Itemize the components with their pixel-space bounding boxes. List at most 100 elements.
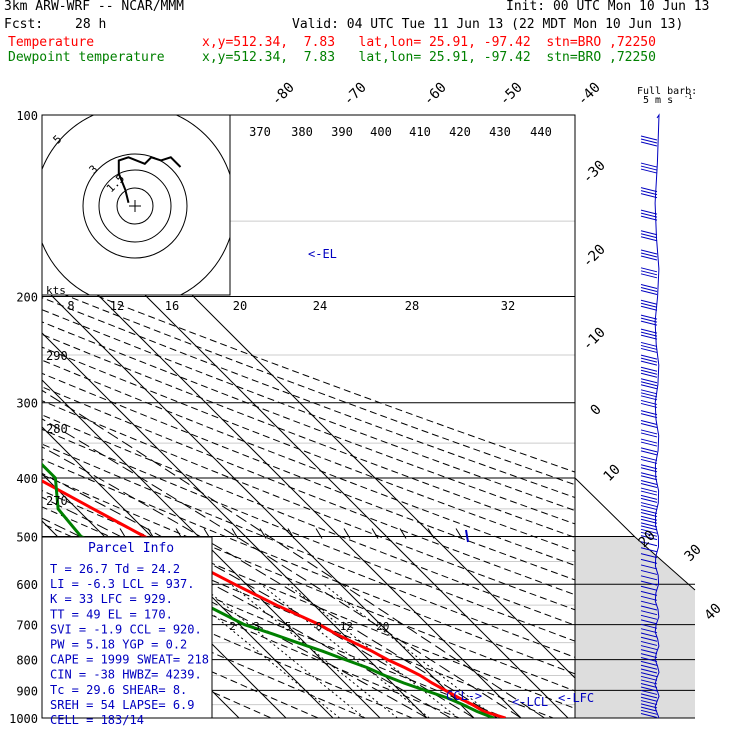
wind-barb: [640, 378, 658, 384]
wind-barb: [640, 369, 658, 375]
dry-adiabat: [42, 321, 575, 525]
wind-barb: [640, 357, 658, 363]
wind-barb: [640, 389, 658, 395]
wind-barb: [640, 360, 658, 366]
mixing-ratio-label: 3: [253, 620, 260, 633]
parcel-info-row: TT = 49 EL = 170.: [50, 607, 173, 621]
pressure-label-1000: 1000: [9, 712, 38, 726]
barb-legend-value: 5 m s: [643, 95, 673, 106]
pressure-label-100: 100: [16, 109, 38, 123]
wind-barb: [640, 429, 658, 435]
theta-label: 440: [530, 125, 552, 139]
el-label: <-EL: [308, 247, 337, 261]
barb-legend-exp: -1: [684, 93, 692, 101]
dry-adiabat: [42, 490, 575, 709]
theta-label-left: 290: [46, 349, 68, 363]
isotherm-label: -60: [421, 80, 450, 109]
theta-label: 420: [449, 125, 471, 139]
pressure-label-200: 200: [16, 291, 38, 305]
wind-barb: [640, 605, 658, 611]
wind-barb: [640, 525, 658, 531]
wind-barb: [640, 270, 658, 276]
wind-barb: [640, 614, 658, 620]
wind-barb: [640, 623, 658, 629]
parcel-info-row: PW = 5.18 YGP = 0.2: [50, 638, 187, 652]
pressure-label-400: 400: [16, 472, 38, 486]
parcel-info-row: CELL = 183/14: [50, 713, 144, 727]
dry-adiabat: [42, 346, 575, 552]
wind-barb: [640, 314, 658, 320]
dry-adiabat: [42, 285, 575, 486]
wind-barb: [640, 502, 658, 508]
dewpoint-location: x,y=512.34, 7.83 lat,lon= 25.91, -97.42 …: [202, 50, 656, 65]
fcst-value: 28 h: [75, 17, 107, 32]
wind-barb: [640, 585, 658, 591]
level-tick: [465, 529, 469, 543]
wind-barb: [640, 483, 658, 488]
theta-label: 400: [370, 125, 392, 139]
temperature-line: [42, 479, 506, 718]
wind-barb: [640, 305, 658, 311]
wind-barb: [640, 632, 658, 638]
dewpoint-label: Dewpoint temperature: [8, 50, 165, 65]
wind-barb: [640, 255, 658, 261]
wind-barb: [640, 487, 658, 493]
parcel-info-title: Parcel Info: [88, 541, 174, 556]
mixing-ratio-line: [260, 583, 430, 718]
wind-barb: [640, 135, 658, 141]
wind-barb: [640, 317, 658, 323]
barb-tick: [315, 528, 323, 539]
wind-barb: [640, 236, 658, 242]
wind-barb: [640, 212, 658, 218]
mixing-ratio-label: 2: [229, 620, 236, 633]
barb-tick: [371, 528, 379, 539]
wind-barb: [640, 569, 658, 575]
pressure-label-900: 900: [16, 684, 38, 698]
temperature-location: x,y=512.34, 7.83 lat,lon= 25.91, -97.42 …: [202, 35, 656, 50]
theta-label: 430: [489, 125, 511, 139]
wind-barb: [640, 441, 658, 447]
wind-barb: [640, 475, 658, 481]
wind-barb: [640, 497, 658, 503]
isotherm-label: -50: [497, 80, 526, 109]
wind-barb: [640, 344, 658, 350]
theta-label: 390: [331, 125, 353, 139]
pressure-label-800: 800: [16, 654, 38, 668]
valid-time: Valid: 04 UTC Tue 11 Jun 13 (22 MDT Mon …: [292, 17, 684, 32]
wind-barb: [640, 610, 658, 616]
dry-adiabat: [42, 443, 575, 658]
wind-barb: [640, 249, 658, 255]
isotherm: [42, 332, 428, 718]
wind-barb: [640, 284, 658, 290]
dry-adiabat: [42, 474, 575, 692]
hodo-speed-label: 24: [313, 299, 327, 313]
parcel-info-row: CAPE = 1999 SWEAT= 218: [50, 653, 209, 667]
isotherm: [42, 238, 522, 718]
barb-tick: [287, 528, 295, 539]
pressure-label-500: 500: [16, 530, 38, 544]
temperature-label: Temperature: [8, 35, 95, 50]
wind-barb: [640, 480, 658, 485]
wind-barb: [640, 432, 658, 438]
wind-barb: [640, 490, 658, 496]
wind-barb: [640, 564, 658, 570]
wind-barb: [640, 703, 658, 709]
lfc-label: <-LFC: [558, 691, 594, 705]
moist-adiabat: [42, 446, 498, 718]
wind-barb: [640, 509, 658, 514]
wind-barb: [640, 675, 658, 681]
wind-barb: [640, 657, 658, 663]
moist-adiabat: [42, 496, 451, 718]
lcl-label: <-LCL: [512, 695, 548, 709]
pressure-label-600: 600: [16, 578, 38, 592]
wind-barb: [640, 273, 658, 279]
wind-barb: [640, 653, 658, 659]
wind-barb: [640, 686, 658, 692]
theta-label: 370: [249, 125, 271, 139]
isotherm-label: -20: [580, 242, 609, 271]
wind-barb: [640, 320, 658, 326]
mixing-ratio-label: 12: [340, 620, 353, 633]
wind-barb: [640, 230, 658, 236]
theta-label-left: 270: [46, 494, 68, 508]
wind-barb: [640, 399, 658, 405]
